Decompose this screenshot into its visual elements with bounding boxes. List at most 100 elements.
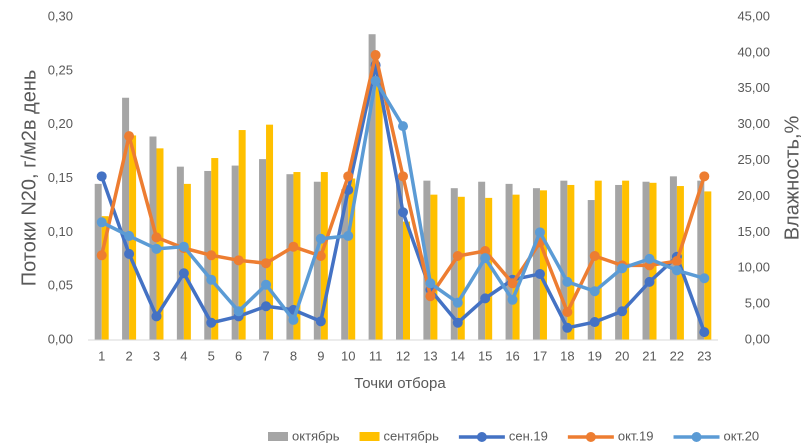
bar — [704, 191, 712, 340]
marker — [315, 233, 326, 244]
bar — [375, 81, 383, 340]
y2-tick-label: 45,00 — [737, 8, 770, 23]
x-tick-label: 2 — [125, 348, 132, 363]
marker — [151, 311, 162, 322]
marker — [233, 255, 244, 266]
y-tick-label: 0,20 — [48, 116, 73, 131]
legend-label: сентябрь — [384, 428, 440, 443]
marker — [178, 268, 189, 279]
marker — [124, 131, 135, 142]
y-tick-label: 0,05 — [48, 278, 73, 293]
bar — [211, 158, 219, 340]
marker — [617, 263, 628, 274]
x-tick-label: 13 — [423, 348, 437, 363]
y2-tick-label: 30,00 — [737, 116, 770, 131]
bar — [505, 183, 513, 340]
y2-tick-label: 20,00 — [737, 188, 770, 203]
marker — [96, 250, 107, 261]
marker — [124, 248, 135, 259]
y2-tick-label: 0,00 — [745, 331, 770, 346]
marker — [480, 253, 491, 264]
marker — [589, 317, 600, 328]
marker — [699, 327, 710, 338]
bar — [539, 190, 547, 340]
marker — [261, 258, 272, 269]
y-tick-label: 0,25 — [48, 62, 73, 77]
marker — [425, 291, 436, 302]
bar — [532, 188, 540, 340]
marker — [151, 243, 162, 254]
x-tick-label: 17 — [533, 348, 547, 363]
marker — [398, 171, 408, 182]
marker — [178, 241, 189, 252]
x-tick-label: 6 — [235, 348, 242, 363]
bar — [457, 196, 465, 340]
x-tick-label: 22 — [670, 348, 684, 363]
legend-label: окт.20 — [724, 428, 760, 443]
bar — [587, 200, 595, 340]
marker — [507, 294, 518, 305]
legend-swatch — [585, 432, 596, 442]
marker — [206, 317, 217, 328]
bar — [231, 165, 239, 340]
y-tick-label: 0,15 — [48, 170, 73, 185]
y-tick-label: 0,10 — [48, 224, 73, 239]
bar — [313, 181, 321, 340]
marker — [507, 278, 518, 289]
marker — [343, 230, 354, 241]
bar — [122, 97, 130, 340]
legend-swatch — [359, 432, 380, 441]
x-tick-label: 19 — [588, 348, 602, 363]
bar — [368, 34, 376, 341]
y2-tick-label: 10,00 — [737, 260, 770, 275]
marker — [589, 286, 600, 297]
marker — [534, 227, 545, 238]
marker — [261, 279, 272, 290]
marker — [288, 314, 299, 325]
x-tick-label: 18 — [560, 348, 574, 363]
marker — [699, 171, 710, 182]
marker — [151, 232, 162, 243]
bar — [259, 159, 267, 340]
y2-axis-title: Влажность,% — [781, 115, 803, 240]
marker — [398, 207, 408, 218]
marker — [480, 293, 491, 304]
legend-swatch — [268, 432, 288, 441]
marker — [644, 276, 655, 287]
x-tick-label: 3 — [153, 348, 160, 363]
y-axis-title: Потоки N20, г/м2в день — [18, 70, 40, 287]
bar — [560, 180, 568, 340]
bar — [341, 189, 349, 340]
y2-tick-label: 15,00 — [737, 224, 770, 239]
legend-label: окт.19 — [618, 428, 654, 443]
marker — [617, 306, 628, 317]
x-tick-label: 20 — [615, 348, 629, 363]
bar — [622, 180, 630, 340]
x-tick-label: 9 — [317, 348, 324, 363]
x-tick-label: 14 — [451, 348, 465, 363]
x-tick-label: 10 — [341, 348, 355, 363]
marker — [206, 274, 217, 285]
bar — [512, 194, 520, 340]
bar — [183, 183, 191, 340]
x-tick-label: 21 — [642, 348, 656, 363]
marker — [644, 253, 655, 264]
marker — [480, 245, 491, 256]
legend-label: октябрь — [292, 428, 340, 443]
marker — [398, 121, 408, 132]
marker — [206, 250, 217, 261]
y2-tick-label: 40,00 — [737, 44, 770, 59]
marker — [343, 171, 354, 182]
marker — [425, 278, 436, 289]
bar — [396, 178, 403, 340]
x-tick-label: 4 — [180, 348, 187, 363]
marker — [370, 50, 381, 61]
marker — [589, 251, 600, 262]
x-tick-label: 1 — [98, 348, 105, 363]
marker — [452, 317, 463, 328]
marker — [671, 256, 682, 267]
marker — [315, 316, 326, 327]
bar — [485, 197, 493, 340]
bar — [156, 148, 164, 340]
bar — [403, 221, 410, 340]
